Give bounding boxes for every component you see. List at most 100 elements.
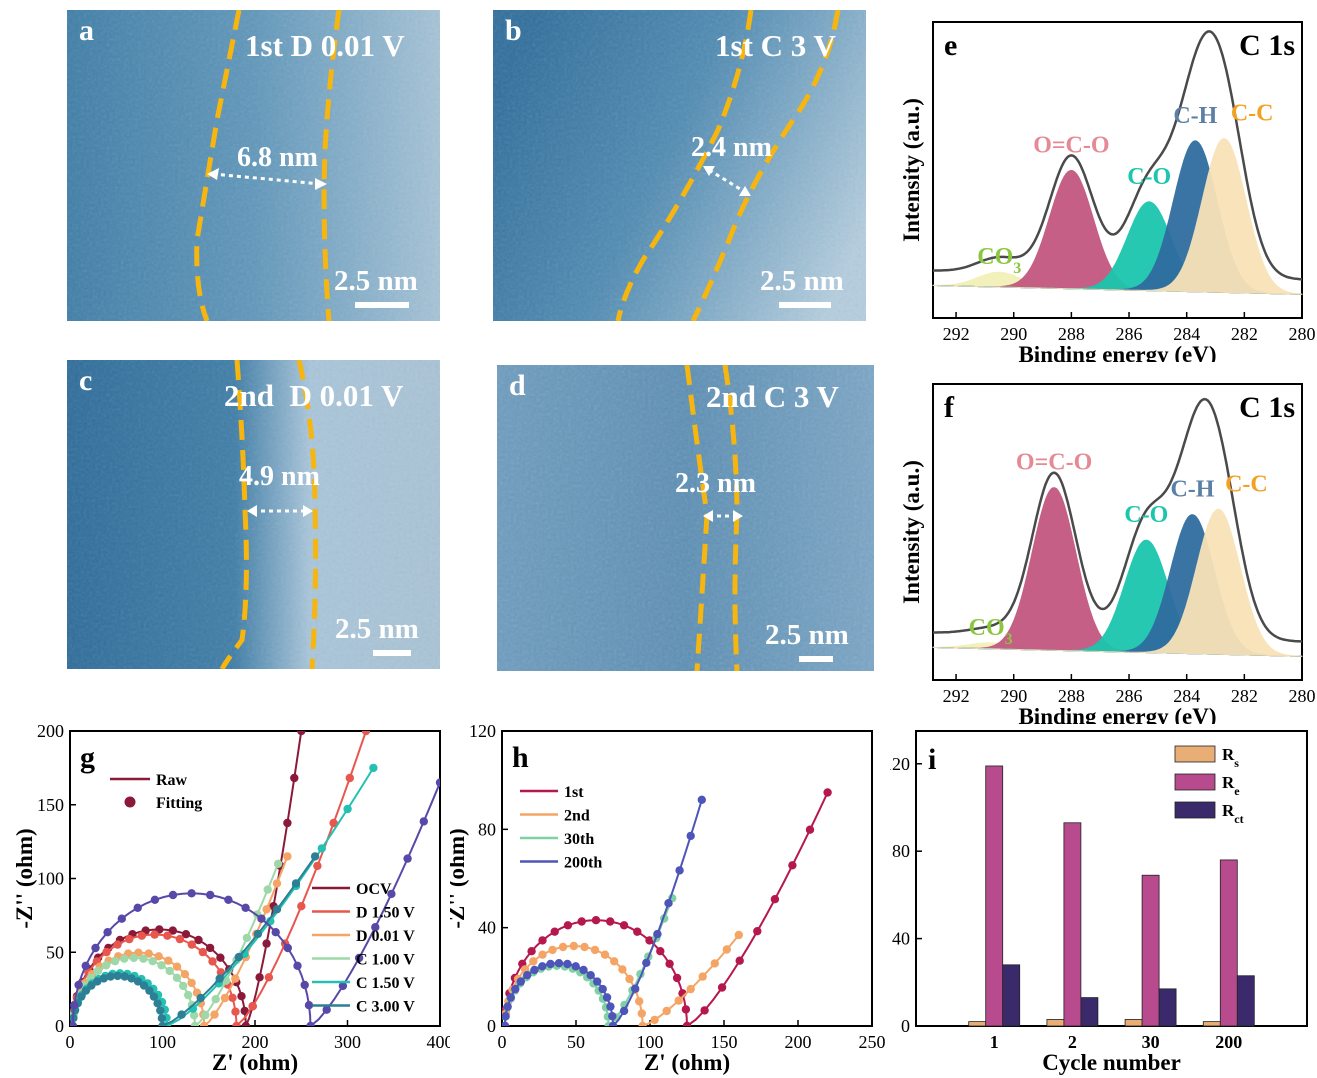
series-point — [593, 977, 602, 986]
bar-re — [1141, 874, 1160, 1027]
series-point — [672, 973, 682, 983]
x-tick-label: 400 — [427, 1032, 451, 1052]
chart-e-xps: 292 290 288 286 284 282 280 Binding energy (eV)… — [900, 21, 1316, 362]
series-point — [74, 980, 83, 990]
series-point — [175, 934, 185, 944]
series-point — [650, 1015, 659, 1025]
series-point — [262, 939, 271, 948]
series-point — [805, 825, 815, 834]
legend-label: OCV — [356, 881, 392, 898]
x-tick-label: 0 — [66, 1032, 75, 1052]
series-point — [149, 992, 159, 1001]
series-point — [527, 947, 536, 956]
x-tick-label: 150 — [711, 1032, 738, 1052]
series-point — [345, 773, 354, 783]
chart-i-bar: 04080120Cycle numberZ (ohm)1230200iRsReR… — [890, 730, 1308, 1075]
chart-title: C 1s — [1239, 391, 1295, 424]
series-point — [211, 995, 220, 1004]
series-point — [403, 854, 412, 863]
series-point — [93, 966, 103, 976]
series-point — [538, 950, 547, 959]
series-point — [579, 965, 588, 975]
series-point — [190, 1021, 200, 1026]
series-point — [338, 981, 348, 991]
tem-panel-b: b 1st C 3 V 2.4 nm 2.5 nm — [493, 10, 866, 321]
x-tick-label: 200 — [1215, 1032, 1242, 1052]
series-point — [550, 927, 559, 936]
series-point — [675, 866, 684, 875]
series-point — [215, 974, 224, 983]
x-tick-label: 282 — [1231, 686, 1258, 706]
series-point — [700, 1006, 709, 1015]
bar-re — [985, 765, 1004, 1027]
series-point — [87, 981, 96, 990]
legend-label: 30th — [564, 831, 594, 848]
thickness-label: 6.8 nm — [237, 142, 318, 173]
series-point — [642, 958, 651, 967]
series-point — [717, 983, 727, 992]
series-point — [293, 961, 302, 970]
series-point — [117, 914, 127, 923]
legend-marker — [124, 796, 136, 808]
series-point — [127, 974, 136, 983]
series-point — [734, 930, 743, 940]
series-point — [264, 973, 274, 982]
thickness-label: 4.9 nm — [239, 461, 320, 492]
series-point — [530, 965, 539, 975]
series-point — [635, 997, 644, 1006]
condition-label: 2nd C 3 V — [706, 379, 839, 414]
scale-bar — [355, 302, 409, 308]
series-point — [563, 959, 572, 969]
series-point — [686, 831, 695, 841]
series-point — [224, 895, 233, 904]
x-tick-label: 100 — [149, 1032, 176, 1052]
series-point — [133, 903, 142, 912]
plot-frame — [915, 730, 1308, 1027]
series-point — [220, 993, 230, 1003]
series-point — [154, 952, 163, 961]
legend-label: Re — [1222, 773, 1240, 798]
series-point — [682, 1021, 692, 1026]
y-tick-label: 80 — [478, 819, 496, 839]
x-tick-label: 2 — [1068, 1032, 1077, 1052]
x-tick-label: 286 — [1116, 686, 1143, 706]
x-tick-label: 300 — [334, 1032, 361, 1052]
series-point — [300, 980, 309, 990]
series-point — [99, 974, 109, 983]
series-point — [371, 923, 380, 932]
series-point — [81, 961, 90, 970]
scale-label: 2.5 nm — [765, 619, 849, 651]
y-tick-label: 40 — [478, 918, 496, 938]
series-point — [606, 917, 615, 926]
series-point — [272, 905, 282, 914]
series-point — [271, 928, 280, 937]
series-point — [101, 961, 111, 970]
series-point — [196, 993, 205, 1003]
x-tick-label: 282 — [1231, 324, 1258, 344]
y-tick-label: 150 — [37, 795, 64, 815]
series-point — [253, 929, 263, 939]
envelope-line — [933, 397, 1302, 643]
peak-label: C-H — [1170, 477, 1214, 503]
series-point — [234, 952, 243, 962]
series-group — [502, 788, 832, 1026]
series-point — [770, 895, 780, 904]
tem-image-b — [493, 10, 866, 321]
series-point — [257, 914, 266, 923]
series-point — [369, 763, 378, 773]
series-point — [722, 945, 731, 954]
series-group — [70, 731, 440, 1026]
series-point — [184, 990, 193, 1000]
x-tick-label: 286 — [1116, 324, 1143, 344]
series-point — [81, 986, 91, 995]
y-tick-label: 100 — [37, 869, 64, 889]
series-point — [608, 1021, 618, 1026]
panel-letter: f — [944, 391, 955, 424]
series-point — [148, 957, 157, 966]
peak-cc — [932, 508, 1303, 657]
tem-panel-d: d 2nd C 3 V 2.3 nm 2.5 nm — [497, 365, 874, 671]
y-tick-label: 0 — [55, 1016, 64, 1036]
series-point — [554, 959, 564, 968]
series-point — [273, 859, 283, 868]
series-point — [165, 966, 174, 976]
